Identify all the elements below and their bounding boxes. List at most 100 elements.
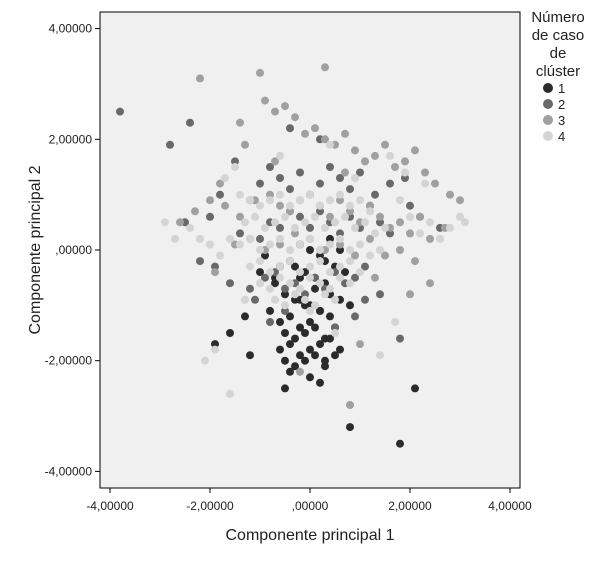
data-point-cluster-3 <box>396 246 404 254</box>
data-point-cluster-1 <box>291 334 299 343</box>
data-point-cluster-4 <box>356 196 364 205</box>
legend-marker-cluster-2 <box>543 99 553 109</box>
data-point-cluster-3 <box>296 367 304 376</box>
data-point-cluster-1 <box>291 262 299 271</box>
data-point-cluster-3 <box>406 229 414 238</box>
data-point-cluster-4 <box>251 212 259 221</box>
data-point-cluster-3 <box>326 212 334 221</box>
data-point-cluster-1 <box>301 329 309 337</box>
data-point-cluster-2 <box>326 163 334 171</box>
data-point-cluster-2 <box>306 223 314 232</box>
data-point-cluster-3 <box>371 151 379 160</box>
data-point-cluster-4 <box>271 295 279 304</box>
data-point-cluster-4 <box>286 246 294 254</box>
data-point-cluster-2 <box>371 190 379 199</box>
data-point-cluster-4 <box>286 257 294 266</box>
data-point-cluster-4 <box>226 389 234 398</box>
data-point-cluster-4 <box>271 218 279 227</box>
data-point-cluster-4 <box>371 229 379 238</box>
data-point-cluster-2 <box>331 323 339 332</box>
legend-label-cluster-2: 2 <box>558 97 565 112</box>
data-point-cluster-2 <box>246 284 254 293</box>
data-point-cluster-4 <box>366 251 374 260</box>
data-point-cluster-3 <box>291 229 299 238</box>
data-point-cluster-1 <box>311 351 319 360</box>
data-point-cluster-1 <box>316 378 324 387</box>
data-point-cluster-3 <box>271 107 279 116</box>
x-tick-label: -2,00000 <box>186 499 234 513</box>
data-point-cluster-4 <box>336 190 344 199</box>
data-point-cluster-4 <box>301 218 309 227</box>
data-point-cluster-2 <box>296 168 304 177</box>
data-point-cluster-2 <box>296 212 304 221</box>
data-point-cluster-3 <box>426 279 434 288</box>
data-point-cluster-1 <box>271 279 279 288</box>
data-point-cluster-3 <box>281 102 289 111</box>
data-point-cluster-3 <box>381 251 389 260</box>
legend-title-line: clúster <box>536 63 580 80</box>
data-point-cluster-4 <box>461 218 469 227</box>
data-point-cluster-1 <box>281 356 289 365</box>
data-point-cluster-3 <box>286 207 294 216</box>
data-point-cluster-4 <box>266 268 274 277</box>
data-point-cluster-3 <box>196 74 204 83</box>
data-point-cluster-3 <box>456 196 464 205</box>
data-point-cluster-3 <box>336 196 344 205</box>
data-point-cluster-3 <box>426 234 434 243</box>
data-point-cluster-4 <box>326 140 334 149</box>
data-point-cluster-1 <box>241 312 249 321</box>
data-point-cluster-3 <box>301 129 309 138</box>
data-point-cluster-2 <box>276 174 284 182</box>
data-point-cluster-3 <box>431 179 439 188</box>
data-point-cluster-2 <box>236 229 244 238</box>
y-tick-label: 4,00000 <box>49 22 93 36</box>
data-point-cluster-3 <box>381 140 389 149</box>
data-point-cluster-1 <box>311 323 319 332</box>
data-point-cluster-3 <box>391 163 399 171</box>
data-point-cluster-1 <box>306 373 314 382</box>
data-point-cluster-4 <box>316 246 324 254</box>
data-point-cluster-1 <box>286 340 294 349</box>
data-point-cluster-1 <box>346 423 354 432</box>
data-point-cluster-4 <box>316 279 324 288</box>
data-point-cluster-4 <box>356 268 364 277</box>
data-point-cluster-3 <box>346 207 354 216</box>
data-point-cluster-2 <box>281 284 289 293</box>
points-layer <box>116 63 469 448</box>
data-point-cluster-4 <box>231 163 239 171</box>
data-point-cluster-4 <box>291 223 299 232</box>
data-point-cluster-3 <box>216 179 224 188</box>
data-point-cluster-4 <box>296 268 304 277</box>
data-point-cluster-3 <box>401 157 409 166</box>
data-point-cluster-1 <box>311 284 319 293</box>
data-point-cluster-4 <box>366 207 374 216</box>
data-point-cluster-3 <box>241 140 249 149</box>
data-point-cluster-1 <box>336 246 344 254</box>
data-point-cluster-4 <box>266 240 274 249</box>
data-point-cluster-4 <box>246 196 254 205</box>
legend-label-cluster-3: 3 <box>558 113 565 128</box>
data-point-cluster-1 <box>411 384 419 393</box>
data-point-cluster-1 <box>316 251 324 260</box>
data-point-cluster-2 <box>346 185 354 194</box>
data-point-cluster-4 <box>316 257 324 266</box>
data-point-cluster-3 <box>356 340 364 349</box>
data-point-cluster-4 <box>276 190 284 199</box>
data-point-cluster-3 <box>276 201 284 210</box>
data-point-cluster-2 <box>301 290 309 299</box>
legend-marker-cluster-4 <box>543 131 553 141</box>
data-point-cluster-4 <box>211 345 219 354</box>
data-point-cluster-4 <box>256 279 264 288</box>
data-point-cluster-2 <box>231 157 239 166</box>
data-point-cluster-4 <box>281 212 289 221</box>
data-point-cluster-2 <box>216 190 224 199</box>
data-point-cluster-4 <box>456 212 464 221</box>
data-point-cluster-1 <box>326 234 334 243</box>
data-point-cluster-3 <box>366 234 374 243</box>
data-point-cluster-4 <box>356 240 364 249</box>
data-point-cluster-1 <box>306 345 314 354</box>
data-point-cluster-1 <box>296 323 304 332</box>
data-point-cluster-4 <box>326 268 334 277</box>
data-point-cluster-4 <box>186 223 194 232</box>
data-point-cluster-3 <box>416 212 424 221</box>
